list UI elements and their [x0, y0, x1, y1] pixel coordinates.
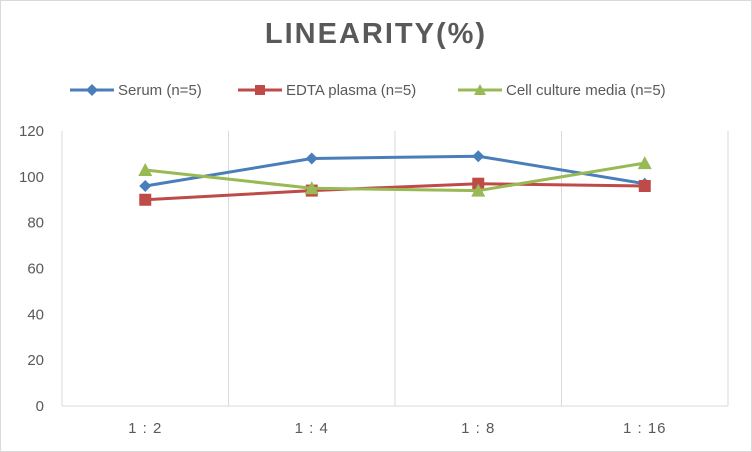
- legend-swatch-serum: [70, 84, 114, 96]
- y-tick-label: 120: [19, 123, 44, 140]
- y-tick-label: 0: [36, 398, 44, 415]
- data-point-edta: [139, 193, 152, 206]
- legend-swatch-cell-culture: [458, 84, 502, 95]
- data-point-serum: [139, 180, 152, 192]
- series-line-0: [145, 154, 645, 188]
- y-tick-label: 40: [27, 306, 44, 323]
- y-tick-label: 60: [27, 261, 44, 278]
- legend-label-serum: Serum (n=5): [118, 81, 202, 99]
- data-point-edta: [638, 180, 651, 192]
- legend: Serum (n=5) EDTA plasma (n=5) Cell cultu…: [0, 80, 752, 100]
- series-line-1: [145, 182, 645, 202]
- x-tick-label: 1 : 4: [295, 420, 329, 437]
- x-tick-label: 1 : 16: [623, 420, 667, 437]
- legend-label-edta: EDTA plasma (n=5): [286, 81, 417, 99]
- chart-title: LINEARITY(%): [264, 18, 488, 50]
- y-tick-label: 80: [27, 215, 44, 232]
- legend-item-cell-culture: Cell culture media (n=5): [458, 80, 666, 100]
- x-tick-label: 1 : 2: [128, 420, 162, 437]
- data-point-cell-culture: [138, 162, 153, 176]
- x-tick-label: 1 : 8: [461, 420, 495, 437]
- data-point-cell-culture: [471, 183, 486, 197]
- data-point-cell-culture: [637, 156, 652, 170]
- data-point-cell-culture: [304, 181, 319, 195]
- data-point-serum: [472, 150, 485, 163]
- legend-item-serum: Serum (n=5): [70, 80, 202, 100]
- y-tick-label: 20: [27, 352, 44, 369]
- legend-item-edta: EDTA plasma (n=5): [238, 80, 416, 100]
- data-point-serum: [305, 152, 318, 165]
- legend-label-cell-culture: Cell culture media (n=5): [506, 81, 666, 99]
- legend-swatch-edta: [238, 85, 282, 95]
- series-line-2: [145, 161, 645, 193]
- y-tick-label: 100: [19, 169, 44, 186]
